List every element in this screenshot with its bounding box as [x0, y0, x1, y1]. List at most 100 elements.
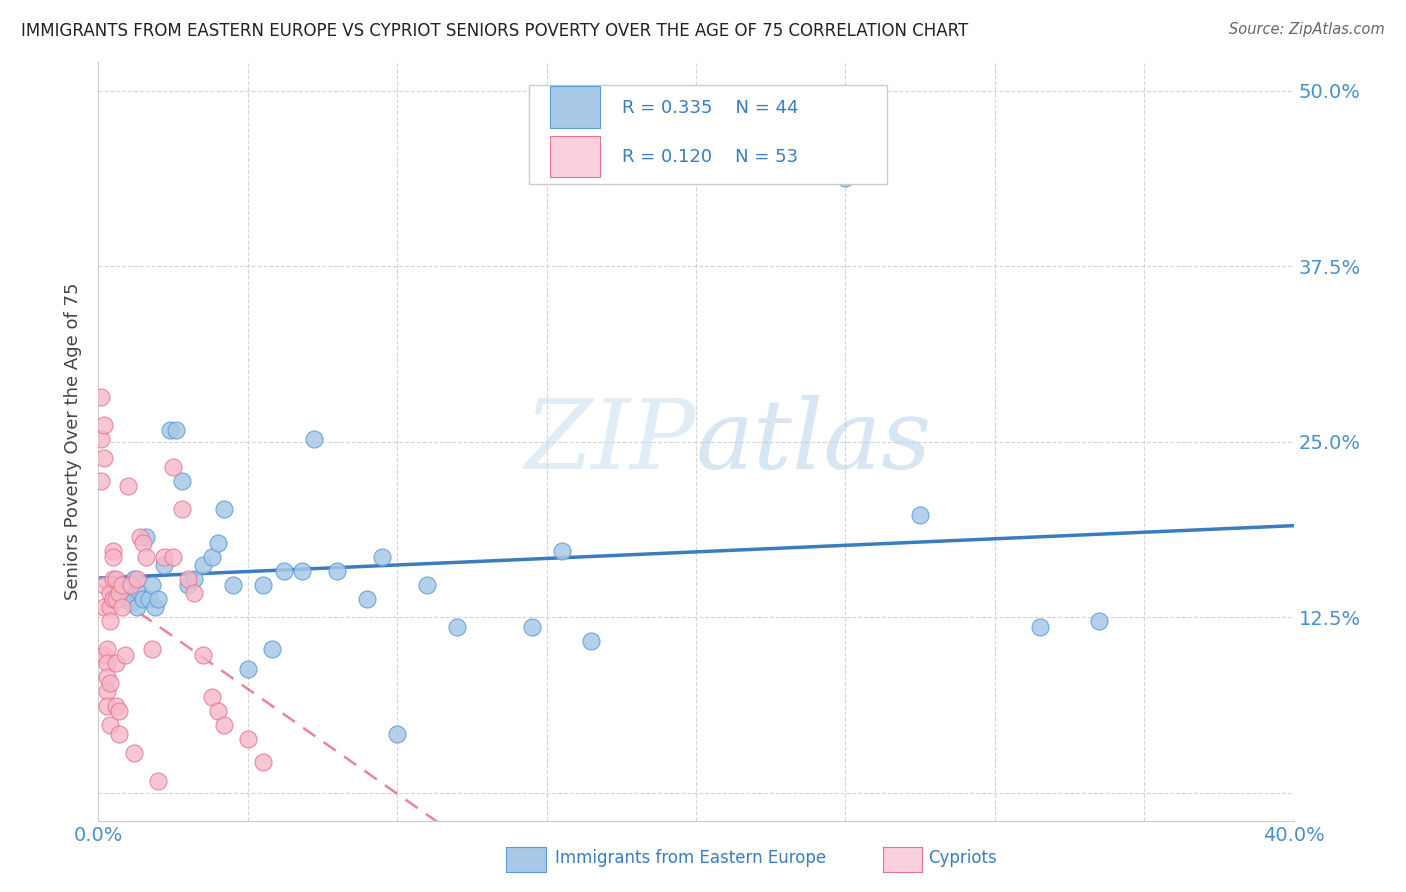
Point: [581, 634, 603, 648]
Point: [124, 746, 146, 760]
Point: [90, 432, 112, 446]
Point: [90, 390, 112, 404]
Point: [148, 774, 170, 789]
Point: [108, 726, 131, 740]
Text: R = 0.120    N = 53: R = 0.120 N = 53: [621, 148, 799, 166]
Point: [105, 572, 128, 586]
Point: [1028, 620, 1050, 634]
Point: [129, 586, 152, 600]
Point: [120, 596, 142, 610]
Point: [105, 698, 128, 713]
Point: [207, 535, 229, 549]
Text: R = 0.335    N = 44: R = 0.335 N = 44: [621, 99, 799, 117]
Point: [132, 535, 155, 549]
Point: [117, 479, 139, 493]
Point: [201, 690, 224, 704]
Text: Cypriots: Cypriots: [928, 849, 997, 867]
Point: [111, 578, 134, 592]
Point: [127, 600, 149, 615]
Point: [141, 578, 163, 592]
Point: [96, 657, 118, 671]
Point: [114, 648, 136, 662]
Point: [135, 549, 157, 564]
Point: [550, 544, 572, 558]
Point: [834, 170, 856, 185]
Point: [98, 586, 122, 600]
Point: [252, 755, 274, 769]
Point: [132, 591, 155, 606]
Point: [172, 474, 194, 488]
Point: [291, 564, 314, 578]
Point: [108, 586, 131, 600]
Point: [93, 600, 115, 615]
Point: [117, 582, 139, 596]
Point: [93, 451, 115, 466]
Point: [446, 620, 468, 634]
Point: [177, 578, 200, 592]
Point: [141, 642, 163, 657]
Point: [96, 670, 118, 684]
Point: [127, 572, 149, 586]
Point: [371, 549, 394, 564]
Point: [416, 578, 439, 592]
Point: [252, 578, 274, 592]
Point: [90, 474, 112, 488]
Point: [212, 718, 235, 732]
Point: [103, 544, 125, 558]
Point: [236, 732, 259, 747]
Point: [98, 600, 122, 615]
Point: [111, 600, 134, 615]
Point: [302, 432, 325, 446]
Point: [105, 657, 128, 671]
Point: [191, 558, 214, 573]
Text: atlas: atlas: [696, 394, 932, 489]
Point: [1088, 614, 1111, 628]
Point: [129, 530, 152, 544]
Point: [96, 642, 118, 657]
Text: IMMIGRANTS FROM EASTERN EUROPE VS CYPRIOT SENIORS POVERTY OVER THE AGE OF 75 COR: IMMIGRANTS FROM EASTERN EUROPE VS CYPRIO…: [21, 22, 969, 40]
Point: [273, 564, 295, 578]
Point: [191, 648, 214, 662]
Point: [143, 600, 166, 615]
Point: [138, 591, 160, 606]
Point: [236, 662, 259, 676]
Point: [159, 423, 181, 437]
Point: [93, 417, 115, 432]
Point: [98, 718, 122, 732]
Point: [260, 642, 283, 657]
Y-axis label: Seniors Poverty Over the Age of 75: Seniors Poverty Over the Age of 75: [63, 283, 82, 600]
Point: [162, 549, 184, 564]
Point: [124, 572, 146, 586]
Point: [212, 502, 235, 516]
Point: [153, 549, 176, 564]
Point: [385, 726, 409, 740]
FancyBboxPatch shape: [550, 136, 600, 178]
Point: [96, 684, 118, 698]
Point: [908, 508, 931, 522]
Point: [93, 648, 115, 662]
Point: [165, 423, 187, 437]
Point: [120, 578, 142, 592]
Point: [183, 586, 205, 600]
Point: [222, 578, 245, 592]
Point: [183, 572, 205, 586]
Point: [105, 582, 128, 596]
Point: [326, 564, 349, 578]
Text: Immigrants from Eastern Europe: Immigrants from Eastern Europe: [555, 849, 827, 867]
Point: [108, 704, 131, 718]
Text: ZIP: ZIP: [524, 394, 696, 489]
Point: [135, 530, 157, 544]
Point: [162, 459, 184, 474]
Point: [103, 591, 125, 606]
FancyBboxPatch shape: [550, 87, 600, 128]
Point: [201, 549, 224, 564]
Point: [105, 591, 128, 606]
Point: [207, 704, 229, 718]
Point: [148, 591, 170, 606]
Point: [520, 620, 543, 634]
Point: [111, 591, 134, 606]
Point: [103, 549, 125, 564]
Point: [172, 502, 194, 516]
Point: [177, 572, 200, 586]
Point: [103, 572, 125, 586]
